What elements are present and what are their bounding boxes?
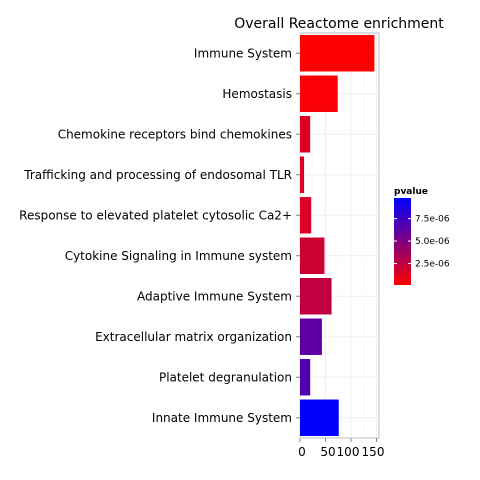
x-tick-label: 0	[298, 445, 306, 459]
x-tick-label: 150	[362, 445, 385, 459]
category-label: Extracellular matrix organization	[95, 330, 292, 344]
bar	[300, 318, 322, 355]
legend-title: pvalue	[394, 187, 428, 197]
legend-label: 2.5e-06	[415, 259, 450, 269]
bar	[300, 156, 305, 193]
category-label: Trafficking and processing of endosomal …	[23, 168, 292, 182]
category-labels: Immune System Hemostasis Chemokine recepto…	[19, 46, 300, 425]
category-label: Platelet degranulation	[159, 370, 292, 384]
chart-title: Overall Reactome enrichment	[234, 16, 444, 32]
x-tick-label: 50	[320, 445, 335, 459]
bars	[300, 35, 375, 436]
bar	[300, 197, 312, 234]
legend-label: 5.0e-06	[415, 237, 450, 247]
legend: pvalue 7.5e-06 5.0e-06 2.5e-06	[394, 187, 450, 285]
legend-label: 7.5e-06	[415, 215, 450, 225]
bar	[300, 116, 311, 153]
category-label: Innate Immune System	[152, 411, 292, 425]
bar	[300, 399, 339, 436]
bar	[300, 237, 325, 274]
bar	[300, 278, 332, 315]
bar	[300, 359, 311, 396]
legend-colorbar	[394, 198, 411, 285]
category-label: Immune System	[194, 46, 292, 60]
category-label: Cytokine Signaling in Immune system	[65, 249, 292, 263]
category-label: Response to elevated platelet cytosolic …	[19, 208, 292, 222]
x-tick-label: 100	[337, 445, 360, 459]
category-label: Chemokine receptors bind chemokines	[58, 127, 292, 141]
bar	[300, 35, 375, 72]
category-label: Adaptive Immune System	[137, 289, 292, 303]
x-axis-ticks: 0 50 100 150	[298, 438, 384, 459]
bar	[300, 75, 338, 112]
category-label: Hemostasis	[222, 87, 292, 101]
